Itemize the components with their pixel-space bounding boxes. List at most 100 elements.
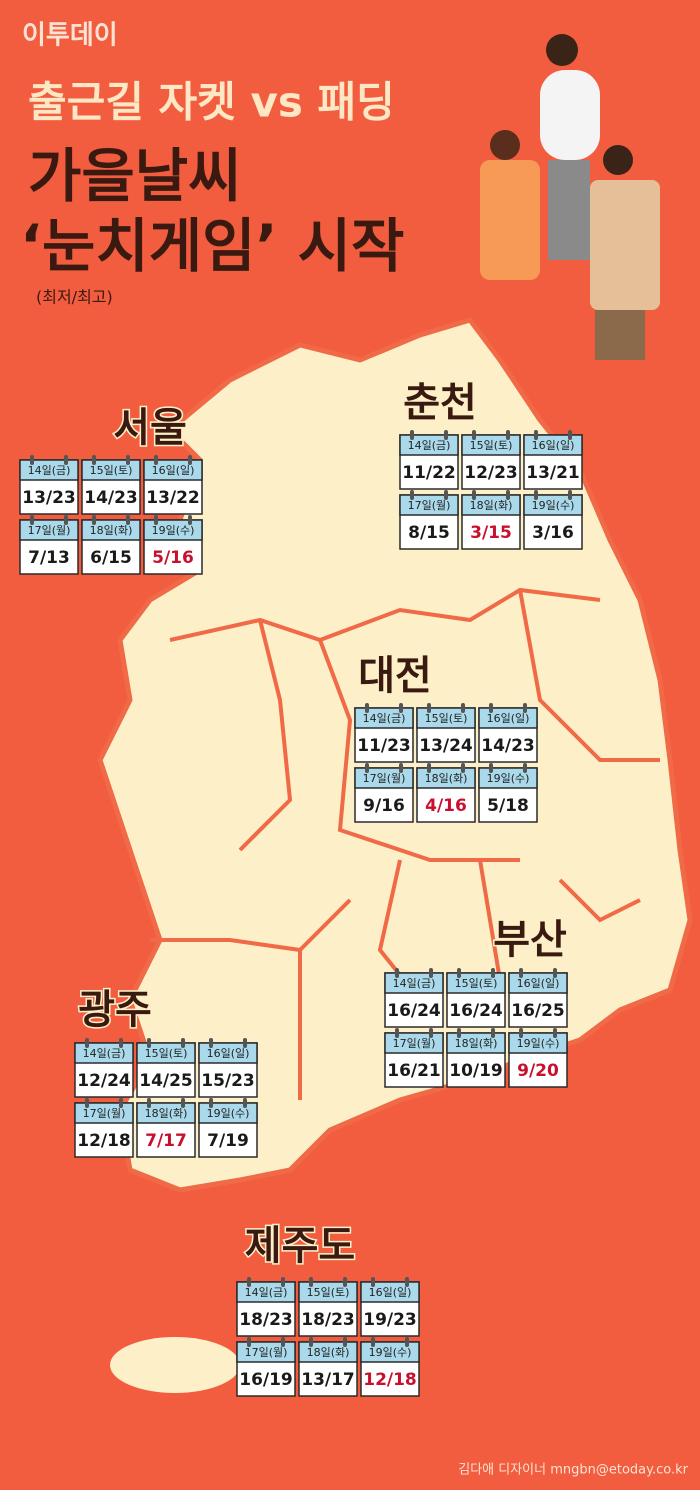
calendar-ring	[247, 1277, 251, 1287]
calendar-ring	[343, 1277, 347, 1287]
cell-header	[478, 767, 538, 789]
calendar-ring	[489, 763, 493, 773]
calendar-cell: 17일(월) 16/19	[236, 1337, 296, 1397]
temperature: 12/18	[77, 1131, 131, 1151]
calendar-cell: 19일(수) 9/20	[508, 1028, 568, 1088]
calendar-ring	[472, 490, 476, 500]
temperature: 16/24	[387, 1001, 441, 1021]
day-label: 14일(금)	[393, 976, 436, 990]
day-label: 19일(수)	[207, 1106, 250, 1120]
cell-header	[384, 1032, 444, 1054]
day-label: 15일(토)	[470, 438, 513, 452]
calendar-ring	[243, 1098, 247, 1108]
calendar-cell: 16일(일) 13/22	[143, 455, 203, 515]
temperature: 3/15	[470, 523, 512, 543]
calendar-ring	[444, 430, 448, 440]
temperature: 3/16	[532, 523, 574, 543]
calendar-ring	[553, 1028, 557, 1038]
day-label: 17일(월)	[245, 1345, 288, 1359]
temperature: 13/23	[22, 488, 76, 508]
temperature: 9/20	[517, 1061, 559, 1081]
temperature: 14/23	[84, 488, 138, 508]
calendar-ring	[553, 968, 557, 978]
calendar-ring	[309, 1277, 313, 1287]
day-label: 18일(화)	[455, 1036, 498, 1050]
calendar-ring	[147, 1038, 151, 1048]
region-name: 제주도	[245, 1223, 355, 1269]
calendar-ring	[568, 430, 572, 440]
temperature: 12/24	[77, 1071, 131, 1091]
calendar-cell: 19일(수) 5/16	[143, 515, 203, 575]
cell-header	[360, 1281, 420, 1303]
calendar-ring	[64, 455, 68, 465]
calendar-cell: 14일(금) 13/23	[19, 455, 79, 515]
calendar-cell: 18일(화) 7/17	[136, 1098, 196, 1158]
region-name: 서울	[113, 405, 187, 451]
calendar-ring	[519, 1028, 523, 1038]
cell-header	[399, 434, 459, 456]
day-label: 17일(월)	[408, 498, 451, 512]
calendar-cell: 16일(일) 14/23	[478, 703, 538, 763]
temperature: 16/21	[387, 1061, 441, 1081]
calendar-ring	[365, 703, 369, 713]
calendar-ring	[281, 1277, 285, 1287]
calendar-cell: 17일(월) 16/21	[384, 1028, 444, 1088]
temperature: 13/24	[419, 736, 473, 756]
temperature: 8/15	[408, 523, 450, 543]
calendar-ring	[247, 1337, 251, 1347]
day-label: 14일(금)	[408, 438, 451, 452]
calendar-cell: 19일(수) 5/18	[478, 763, 538, 823]
day-label: 16일(일)	[207, 1046, 250, 1060]
day-label: 14일(금)	[363, 711, 406, 725]
calendar-cell: 15일(토) 18/23	[298, 1277, 358, 1337]
footer-credit: 김다애 디자이너 mngbn@etoday.co.kr	[458, 1463, 688, 1478]
calendar-ring	[395, 968, 399, 978]
calendar-cell: 14일(금) 12/24	[74, 1038, 134, 1098]
cell-header	[461, 494, 521, 516]
calendar-ring	[343, 1337, 347, 1347]
day-label: 16일(일)	[152, 463, 195, 477]
calendar-cell: 18일(화) 10/19	[446, 1028, 506, 1088]
calendar-cell: 14일(금) 18/23	[236, 1277, 296, 1337]
cell-header	[360, 1341, 420, 1363]
calendar-ring	[147, 1098, 151, 1108]
cell-header	[399, 494, 459, 516]
cell-header	[446, 972, 506, 994]
calendar-cell: 15일(토) 13/24	[416, 703, 476, 763]
region: 광주 14일(금) 12/24 15일(토) 14/25 16일(일) 15/23 17일(월…	[74, 986, 258, 1158]
region: 서울 14일(금) 13/23 15일(토) 14/23 16일(일) 13/22 17일(월…	[19, 404, 203, 575]
region: 춘천 14일(금) 11/22 15일(토) 12/23 16일(일) 13/21 17일(월…	[399, 379, 583, 550]
temperature: 16/19	[239, 1370, 293, 1390]
calendar-cell: 15일(토) 14/23	[81, 455, 141, 515]
day-label: 18일(화)	[307, 1345, 350, 1359]
calendar-cell: 16일(일) 19/23	[360, 1277, 420, 1337]
calendar-ring	[491, 1028, 495, 1038]
temperature: 10/19	[449, 1061, 503, 1081]
region-name: 춘천	[403, 380, 477, 426]
calendar-ring	[126, 455, 130, 465]
temperature: 16/25	[511, 1001, 565, 1021]
calendar-ring	[85, 1038, 89, 1048]
temperature: 7/13	[28, 548, 70, 568]
cell-header	[508, 1032, 568, 1054]
calendar-ring	[365, 763, 369, 773]
calendar-cell: 14일(금) 11/23	[354, 703, 414, 763]
temperature: 11/22	[402, 463, 456, 483]
day-label: 15일(토)	[307, 1285, 350, 1299]
calendar-cell: 17일(월) 7/13	[19, 515, 79, 575]
temperature: 14/25	[139, 1071, 193, 1091]
cell-header	[523, 434, 583, 456]
calendar-ring	[489, 703, 493, 713]
day-label: 19일(수)	[487, 771, 530, 785]
cell-header	[136, 1042, 196, 1064]
temperature: 12/18	[363, 1370, 417, 1390]
temperature: 7/17	[145, 1131, 187, 1151]
cell-header	[81, 519, 141, 541]
calendar-ring	[568, 490, 572, 500]
temperature: 13/22	[146, 488, 200, 508]
day-label: 18일(화)	[470, 498, 513, 512]
calendar-ring	[399, 763, 403, 773]
calendar-ring	[519, 968, 523, 978]
temperature: 13/17	[301, 1370, 355, 1390]
region-name: 광주	[78, 987, 152, 1033]
